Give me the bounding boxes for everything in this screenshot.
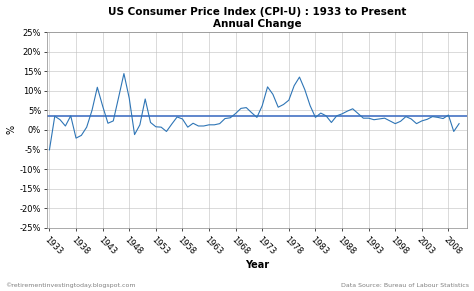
X-axis label: Year: Year <box>245 260 269 269</box>
Text: Data Source: Bureau of Labour Statistics: Data Source: Bureau of Labour Statistics <box>341 283 469 288</box>
Text: ©retirementinvestingtoday.blogspot.com: ©retirementinvestingtoday.blogspot.com <box>5 283 135 288</box>
Y-axis label: %: % <box>7 125 17 134</box>
Title: US Consumer Price Index (CPI-U) : 1933 to Present
Annual Change: US Consumer Price Index (CPI-U) : 1933 t… <box>108 7 406 29</box>
